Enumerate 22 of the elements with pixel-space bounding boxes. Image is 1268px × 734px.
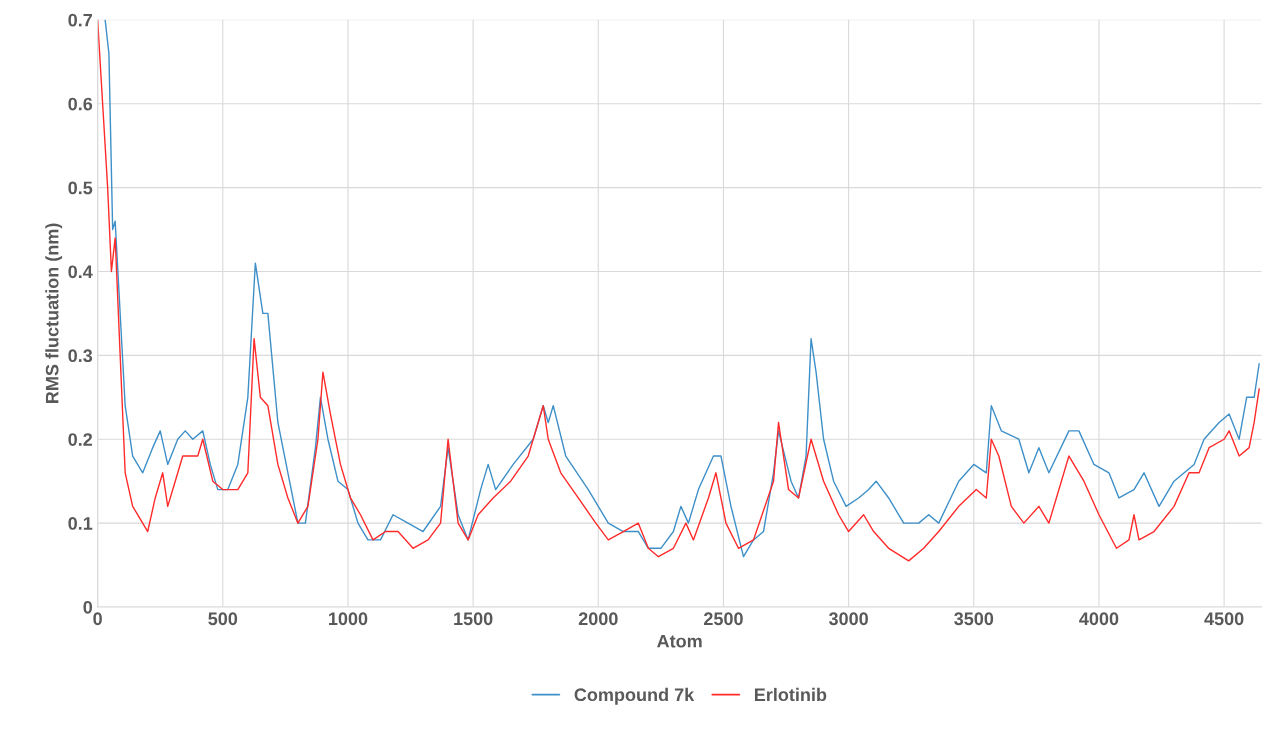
x-tick-label: 1000 [329, 612, 368, 626]
x-tick-label: 2000 [578, 612, 618, 626]
x-tick-label: 1500 [454, 612, 493, 626]
y-tick-label: 0.4 [68, 265, 93, 279]
x-tick-label: 3500 [954, 612, 994, 626]
x-tick-label: 3000 [828, 612, 868, 626]
x-tick-label: 0 [93, 612, 102, 626]
y-tick-label: 0.6 [68, 97, 93, 111]
y-axis-title: RMS fluctuation (nm) [45, 223, 63, 403]
legend-label: Compound 7k [574, 687, 695, 705]
x-tick-label: 4500 [1204, 612, 1244, 626]
x-tick-label: 4000 [1079, 612, 1119, 626]
y-tick-label: 0.5 [68, 181, 93, 195]
y-tick-label: 0.7 [68, 13, 92, 27]
y-tick-label: 0 [83, 600, 93, 614]
y-tick-label: 0.2 [68, 433, 93, 446]
y-tick-label: 0.1 [68, 517, 93, 530]
x-axis-title: Atom [657, 634, 702, 648]
x-tick-label: 500 [208, 612, 238, 626]
y-tick-label: 0.3 [68, 349, 93, 363]
legend-label: Erlotinib [754, 687, 827, 702]
x-tick-label: 2500 [704, 612, 743, 626]
